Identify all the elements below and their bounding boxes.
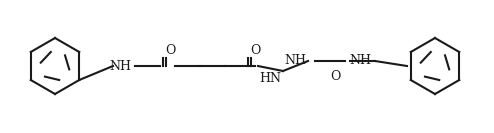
- Text: NH: NH: [349, 55, 371, 68]
- Text: NH: NH: [284, 55, 306, 68]
- Text: O: O: [250, 45, 260, 57]
- Text: O: O: [165, 45, 175, 57]
- Text: HN: HN: [259, 72, 281, 84]
- Text: O: O: [330, 70, 340, 82]
- Text: NH: NH: [109, 59, 131, 72]
